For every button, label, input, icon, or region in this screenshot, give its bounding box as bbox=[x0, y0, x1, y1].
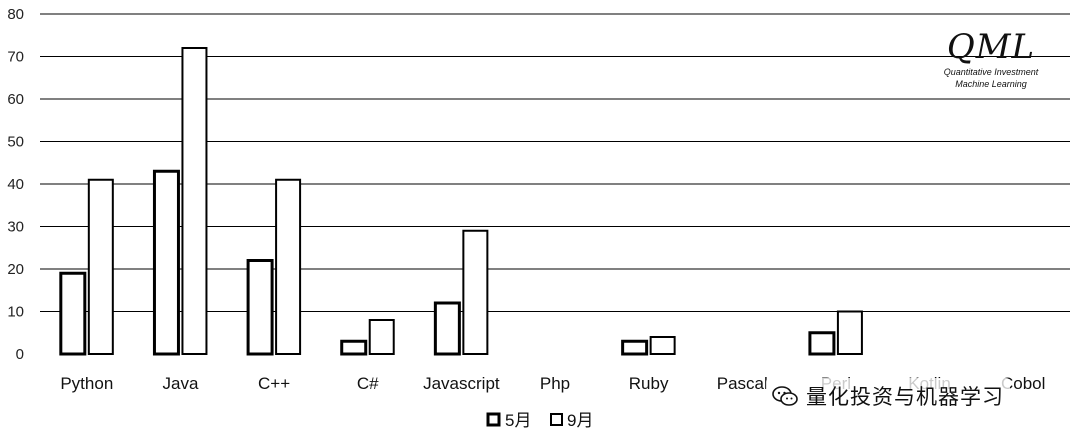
y-tick-label: 70 bbox=[7, 49, 24, 66]
y-tick-label: 20 bbox=[7, 261, 24, 278]
bar-1-c- bbox=[340, 339, 368, 356]
x-tick-label: Java bbox=[162, 374, 198, 393]
x-tick-label: Python bbox=[60, 374, 113, 393]
y-tick-label: 30 bbox=[7, 219, 24, 236]
x-tick-label: Javascript bbox=[423, 374, 500, 393]
y-tick-label: 60 bbox=[7, 91, 24, 108]
bar-1-c- bbox=[246, 259, 274, 356]
gridlines bbox=[40, 13, 1070, 312]
qml-logo: QML Quantitative Investment Machine Lear… bbox=[926, 28, 1056, 100]
x-tick-label: Php bbox=[540, 374, 570, 393]
x-tick-label: Cobol bbox=[1001, 374, 1045, 393]
legend-label-series-2: 9月 bbox=[567, 411, 593, 430]
wechat-watermark: 量化投资与机器学习 bbox=[766, 378, 1010, 414]
bar-1-perl bbox=[808, 331, 836, 356]
y-tick-label: 10 bbox=[7, 304, 24, 321]
bar-2-javascript bbox=[462, 229, 489, 355]
bar-1-python bbox=[59, 271, 87, 356]
bars bbox=[59, 47, 863, 356]
bar-1-ruby bbox=[621, 339, 649, 356]
bar-2-c- bbox=[368, 319, 395, 355]
legend-label-series-1: 5月 bbox=[505, 411, 531, 430]
y-tick-label: 80 bbox=[7, 6, 24, 23]
logo-mark: QML bbox=[946, 27, 1036, 67]
logo-line-1: Quantitative Investment bbox=[943, 67, 1039, 77]
legend-swatch-series-1 bbox=[486, 412, 501, 427]
wechat-icon bbox=[772, 386, 798, 406]
x-tick-label: C++ bbox=[258, 374, 290, 393]
bar-1-javascript bbox=[433, 301, 461, 356]
y-axis-ticks: 0 10 20 30 40 50 60 70 80 bbox=[7, 6, 24, 363]
bar-1-java bbox=[152, 169, 180, 356]
x-tick-label: Pascal bbox=[717, 374, 768, 393]
logo-line-2: Machine Learning bbox=[955, 79, 1027, 89]
legend-swatch-series-2 bbox=[550, 413, 563, 426]
legend: 5月 9月 bbox=[486, 411, 593, 430]
watermark-text: 量化投资与机器学习 bbox=[806, 385, 1004, 409]
bar-2-python bbox=[87, 178, 114, 355]
x-tick-label: Ruby bbox=[629, 374, 669, 393]
y-tick-label: 0 bbox=[16, 346, 24, 363]
y-tick-label: 50 bbox=[7, 134, 24, 151]
y-tick-label: 40 bbox=[7, 176, 24, 193]
x-tick-label: C# bbox=[357, 374, 379, 393]
bar-2-c- bbox=[275, 178, 302, 355]
bar-2-java bbox=[181, 47, 208, 355]
bar-2-perl bbox=[836, 310, 863, 355]
bar-2-ruby bbox=[649, 336, 676, 355]
